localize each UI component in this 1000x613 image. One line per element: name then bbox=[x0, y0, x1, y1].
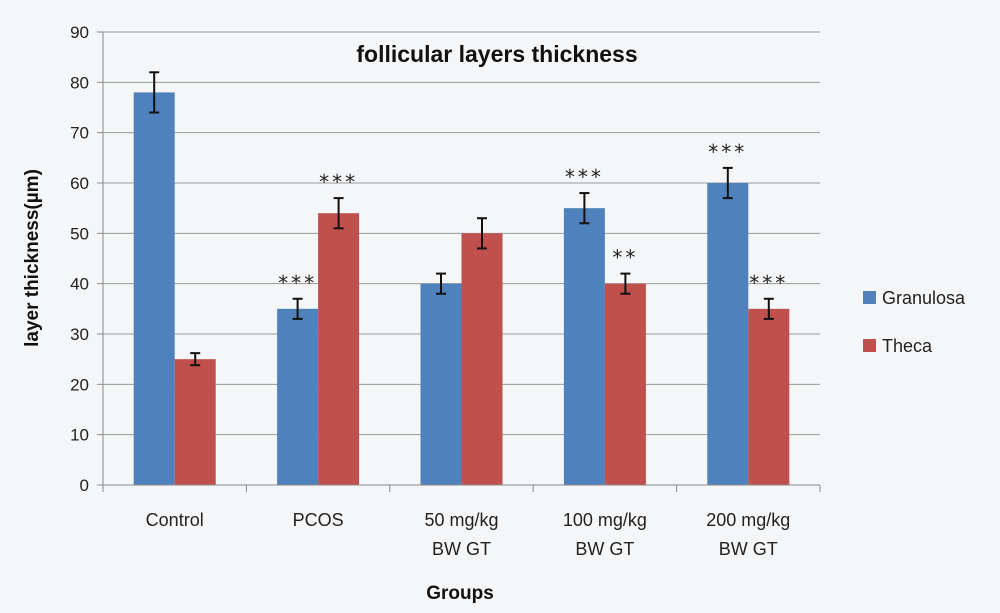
significance-marker: *** bbox=[565, 165, 604, 189]
y-axis-ticks: 0 10 20 30 40 50 60 70 80 90 bbox=[70, 23, 103, 495]
y-tick-label: 80 bbox=[70, 73, 89, 92]
legend-swatch-theca bbox=[863, 339, 876, 352]
y-tick-label: 50 bbox=[70, 224, 89, 243]
y-tick-label: 0 bbox=[80, 476, 89, 495]
legend: Granulosa Theca bbox=[863, 288, 966, 356]
x-category-label: BW GT bbox=[719, 539, 778, 559]
bar-theca bbox=[604, 283, 646, 485]
x-category-label: 50 mg/kg bbox=[424, 510, 498, 530]
bar-theca bbox=[174, 359, 216, 485]
x-category-label: Control bbox=[146, 510, 204, 530]
x-axis-title: Groups bbox=[426, 583, 494, 604]
significance-marker: *** bbox=[278, 271, 317, 295]
x-category-label: PCOS bbox=[293, 510, 344, 530]
x-category-label: BW GT bbox=[432, 539, 491, 559]
bar-theca bbox=[461, 233, 503, 485]
legend-label-granulosa: Granulosa bbox=[882, 288, 966, 308]
significance-marker: *** bbox=[708, 140, 747, 164]
bar-theca bbox=[748, 308, 790, 485]
y-tick-label: 20 bbox=[70, 375, 89, 394]
legend-label-theca: Theca bbox=[882, 336, 933, 356]
x-category-label: 200 mg/kg bbox=[706, 510, 790, 530]
y-tick-label: 30 bbox=[70, 325, 89, 344]
bar-granulosa bbox=[277, 308, 319, 485]
chart-title: follicular layers thickness bbox=[356, 41, 637, 67]
y-tick-label: 60 bbox=[70, 174, 89, 193]
y-tick-label: 70 bbox=[70, 124, 89, 143]
significance-marker: *** bbox=[319, 170, 358, 194]
x-axis-labels: Control PCOS 50 mg/kg BW GT 100 mg/kg BW GT 20… bbox=[146, 510, 791, 559]
bar-granulosa bbox=[420, 283, 462, 485]
bar-theca bbox=[318, 213, 360, 485]
x-category-label: 100 mg/kg bbox=[563, 510, 647, 530]
axes bbox=[102, 32, 821, 492]
y-tick-label: 10 bbox=[70, 426, 89, 445]
bars: ***************** bbox=[133, 71, 790, 486]
bar-granulosa bbox=[563, 208, 605, 485]
bar-granulosa bbox=[133, 92, 175, 486]
significance-marker: *** bbox=[749, 271, 788, 295]
x-category-label: BW GT bbox=[575, 539, 634, 559]
y-axis-title: layer thickness(µm) bbox=[22, 169, 43, 347]
y-tick-label: 40 bbox=[70, 275, 89, 294]
bar-granulosa bbox=[707, 183, 749, 485]
y-tick-label: 90 bbox=[70, 23, 89, 42]
legend-swatch-granulosa bbox=[863, 291, 876, 304]
significance-marker: ** bbox=[612, 246, 638, 270]
